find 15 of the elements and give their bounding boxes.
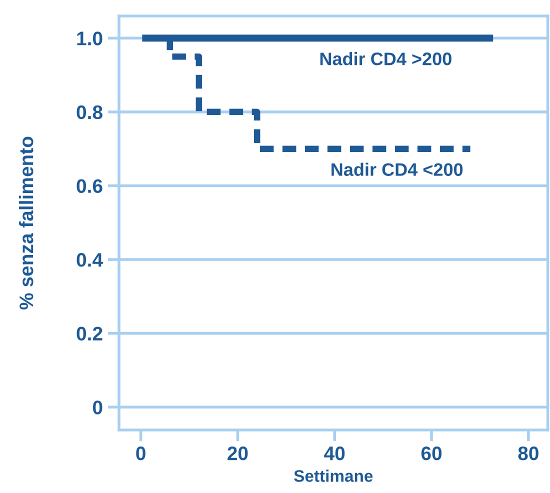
y-tick-label: 0.6: [76, 179, 102, 193]
x-tick-label: 0: [136, 446, 146, 460]
y-tick-label: 0.2: [76, 326, 102, 341]
x-tick-label: 40: [324, 446, 345, 460]
y-tick-label: 0.4: [76, 252, 103, 267]
x-tick-label: 80: [518, 446, 538, 460]
x-tick-label: 60: [421, 446, 442, 460]
series-label: Nadir CD4 >200: [320, 52, 452, 66]
y-axis-title: % senza fallimento: [18, 136, 34, 310]
y-tick-label: 0.8: [76, 105, 102, 120]
x-tick-label: 20: [228, 446, 248, 460]
x-axis-title: Settimane: [294, 470, 373, 482]
y-tick-label: 1.0: [77, 32, 102, 46]
y-tick-label: 0: [92, 400, 102, 414]
series-label: Nadir CD4 <200: [332, 162, 463, 176]
